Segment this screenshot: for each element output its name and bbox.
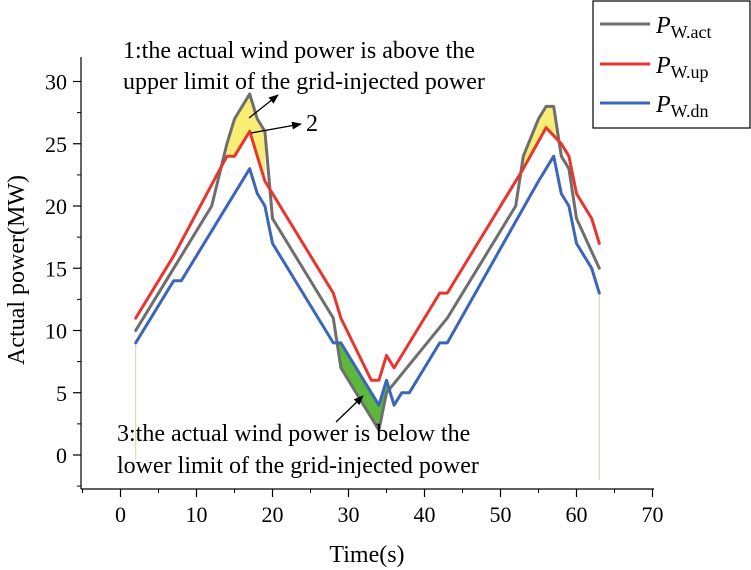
annotation-2-arrow — [250, 121, 302, 134]
y-tick-label-15: 15 — [45, 256, 67, 281]
legend-label-act-sub: W.act — [671, 22, 712, 42]
annotation-3-arrow — [335, 395, 364, 423]
y-tick-label-5: 5 — [56, 381, 67, 406]
legend-label-up-sub: W.up — [671, 62, 709, 82]
series-line-up — [134, 126, 601, 382]
x-tick-label-60: 60 — [566, 502, 588, 527]
annotation-1-line-1: 1:the actual wind power is above the — [123, 38, 475, 64]
axis-ticks: 0 10 20 30 40 50 60 70 0 5 10 15 20 25 30 — [45, 70, 664, 528]
x-tick-label-10: 10 — [186, 502, 208, 527]
svg-text:PW.up: PW.up — [655, 53, 709, 82]
deviation-fill-regions — [226, 94, 562, 431]
series-end-droplines — [135, 293, 600, 480]
y-tick-label-25: 25 — [45, 132, 67, 157]
annotation-3: 3:the actual wind power is below the low… — [117, 395, 479, 479]
fill-region-3 — [333, 342, 395, 431]
annotation-3-line-2: lower limit of the grid-injected power — [117, 453, 479, 479]
series-line-dn — [134, 154, 601, 407]
annotation-1-line-2: upper limit of the grid-injected power — [123, 69, 485, 95]
y-axis-label: Actual power(MW) — [4, 175, 30, 365]
annotation-1: 1:the actual wind power is above the upp… — [123, 38, 485, 119]
y-tick-label-30: 30 — [45, 70, 67, 95]
legend-label-dn-main: P — [655, 92, 671, 118]
x-tick-label-0: 0 — [115, 502, 126, 527]
legend-item-act: PW.act — [600, 13, 712, 42]
annotation-3-line-1: 3:the actual wind power is below the — [117, 421, 470, 447]
y-tick-label-20: 20 — [45, 194, 67, 219]
legend-item-up: PW.up — [600, 53, 709, 82]
svg-text:PW.act: PW.act — [655, 13, 712, 42]
y-tick-label-0: 0 — [56, 443, 67, 468]
legend-label-dn-sub: W.dn — [671, 101, 709, 121]
fill-region-2 — [523, 106, 562, 169]
annotation-2: 2 — [250, 111, 318, 137]
legend-label-act-main: P — [655, 13, 671, 39]
x-tick-label-20: 20 — [262, 502, 284, 527]
annotation-1-arrow — [248, 94, 279, 119]
legend-item-dn: PW.dn — [600, 92, 709, 121]
svg-text:PW.dn: PW.dn — [655, 92, 709, 121]
x-tick-label-40: 40 — [414, 502, 436, 527]
x-tick-label-50: 50 — [490, 502, 512, 527]
annotation-2-label: 2 — [306, 111, 318, 137]
legend-label-up-main: P — [655, 53, 671, 79]
axes — [80, 57, 654, 490]
x-tick-label-70: 70 — [642, 502, 664, 527]
y-tick-label-10: 10 — [45, 319, 67, 344]
x-axis-label: Time(s) — [329, 542, 404, 568]
legend: PW.act PW.up PW.dn — [592, 0, 751, 129]
x-tick-label-30: 30 — [338, 502, 360, 527]
